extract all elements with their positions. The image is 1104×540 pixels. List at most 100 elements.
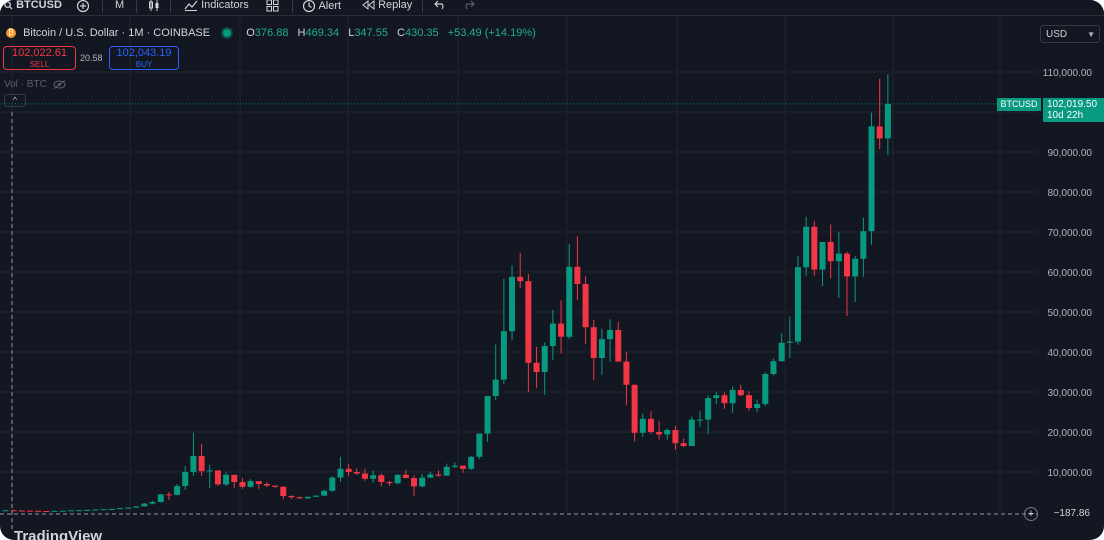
open-label: O: [246, 27, 255, 39]
candle-body: [639, 418, 646, 433]
toolbar-divider: [136, 0, 137, 13]
candle-body: [51, 510, 58, 512]
candle-body: [402, 474, 409, 478]
brand-label: TradingView: [14, 528, 103, 540]
symbol-price-tag: BTCUSD: [997, 98, 1041, 111]
alert-button[interactable]: Alert: [302, 0, 341, 13]
candle-body: [803, 226, 810, 268]
y-tick-label: 110,000.00: [1043, 68, 1093, 79]
candle-body: [631, 384, 638, 433]
add-button[interactable]: +: [1024, 507, 1038, 521]
chart-legend: ₿ Bitcoin / U.S. Dollar · 1M · COINBASE …: [6, 27, 536, 43]
sell-button[interactable]: 102,022.61 SELL: [3, 46, 76, 70]
tradingview-logo[interactable]: TradingView: [14, 528, 102, 540]
y-tick-label: 30,000.00: [1048, 388, 1093, 399]
candle-body: [721, 395, 728, 404]
candle-body: [141, 503, 148, 507]
candle-body: [182, 472, 189, 486]
alert-clock-icon: [302, 0, 316, 13]
candles-icon: [149, 0, 159, 11]
candle-body: [133, 506, 140, 508]
candle-body: [345, 468, 352, 472]
crosshair-price-label: −187.86: [1053, 508, 1090, 519]
chart-type-button[interactable]: [148, 0, 160, 12]
buy-button[interactable]: 102,043.19 BUY: [109, 46, 179, 70]
undo-button[interactable]: [434, 0, 447, 12]
candle-body: [304, 496, 311, 499]
candle-body: [566, 266, 573, 337]
candle-body: [35, 510, 42, 512]
candle-body: [664, 430, 671, 435]
candle-body: [59, 510, 66, 512]
sell-price: 102,022.61: [11, 47, 68, 59]
y-tick-label: 50,000.00: [1048, 308, 1093, 319]
plus-icon: +: [1027, 508, 1035, 520]
redo-button[interactable]: [462, 0, 475, 12]
volume-label: Vol · BTC: [4, 79, 47, 90]
bitcoin-icon: ₿: [6, 28, 16, 39]
collapse-legend-button[interactable]: ^: [4, 94, 26, 107]
candle-body: [361, 473, 368, 479]
candle-body: [353, 472, 360, 474]
eye-icon[interactable]: [53, 79, 66, 89]
interval-button[interactable]: M: [115, 0, 125, 11]
compare-button[interactable]: [76, 0, 90, 13]
templates-button[interactable]: [266, 0, 279, 12]
rewind-icon: [362, 0, 375, 11]
candle-body: [100, 509, 107, 511]
candle-body: [582, 284, 589, 328]
candle-body: [574, 266, 581, 284]
open-value: 376.88: [254, 27, 289, 39]
candle-body: [255, 481, 262, 484]
ohlc-values: O376.88 H469.34 L347.55 C430.35 +53.49 (…: [240, 27, 536, 39]
replay-button[interactable]: Replay: [362, 0, 412, 12]
candle-body: [607, 330, 614, 340]
candle-body: [149, 502, 156, 504]
candle-body: [884, 104, 891, 139]
candle-body: [190, 456, 197, 472]
y-tick-label: 90,000.00: [1048, 148, 1093, 159]
candle-body: [517, 276, 524, 282]
close-value: 430.35: [404, 27, 439, 39]
candle-body: [460, 465, 467, 469]
last-price-tag: 102,019.50 10d 22h: [1043, 98, 1104, 122]
candle-body: [125, 507, 132, 509]
bar-countdown: 10d 22h: [1047, 110, 1084, 121]
indicators-button[interactable]: Indicators: [184, 0, 249, 12]
series-title[interactable]: Bitcoin / U.S. Dollar · 1M · COINBASE: [23, 27, 211, 39]
candle-body: [378, 475, 385, 482]
candle-body: [174, 486, 181, 495]
candle-body: [852, 258, 859, 277]
candle-body: [84, 509, 91, 511]
candle-body: [835, 253, 842, 262]
candle-body: [541, 346, 548, 372]
indicators-label: Indicators: [201, 0, 249, 11]
buy-price: 102,043.19: [116, 47, 172, 59]
y-axis: 10,000.00 20,000.00 30,000.00 40,000.00 50,0…: [1042, 68, 1092, 479]
y-tick-label: 40,000.00: [1048, 348, 1093, 359]
buy-label: BUY: [135, 60, 153, 69]
candle-body: [27, 510, 34, 512]
market-status-icon[interactable]: [223, 29, 232, 38]
currency-select[interactable]: USD ▼: [1040, 25, 1100, 43]
symbol-search[interactable]: BTCUSD: [4, 0, 62, 12]
candle-body: [737, 390, 744, 396]
candle-body: [819, 242, 826, 270]
candle-body: [206, 470, 213, 472]
candle-body: [329, 477, 336, 491]
candle-body: [500, 331, 507, 380]
candle-body: [509, 276, 516, 332]
low-label: L: [348, 27, 355, 39]
candle-body: [108, 509, 115, 510]
candle-body: [729, 390, 736, 404]
candle-body: [492, 379, 499, 396]
candle-body: [165, 494, 172, 496]
candle-body: [754, 404, 761, 408]
candle-body: [811, 226, 818, 270]
candle-body: [549, 323, 556, 346]
candle-body: [468, 456, 475, 469]
candle-body: [370, 475, 377, 479]
close-label: C: [397, 27, 405, 39]
candle-body: [239, 482, 246, 487]
